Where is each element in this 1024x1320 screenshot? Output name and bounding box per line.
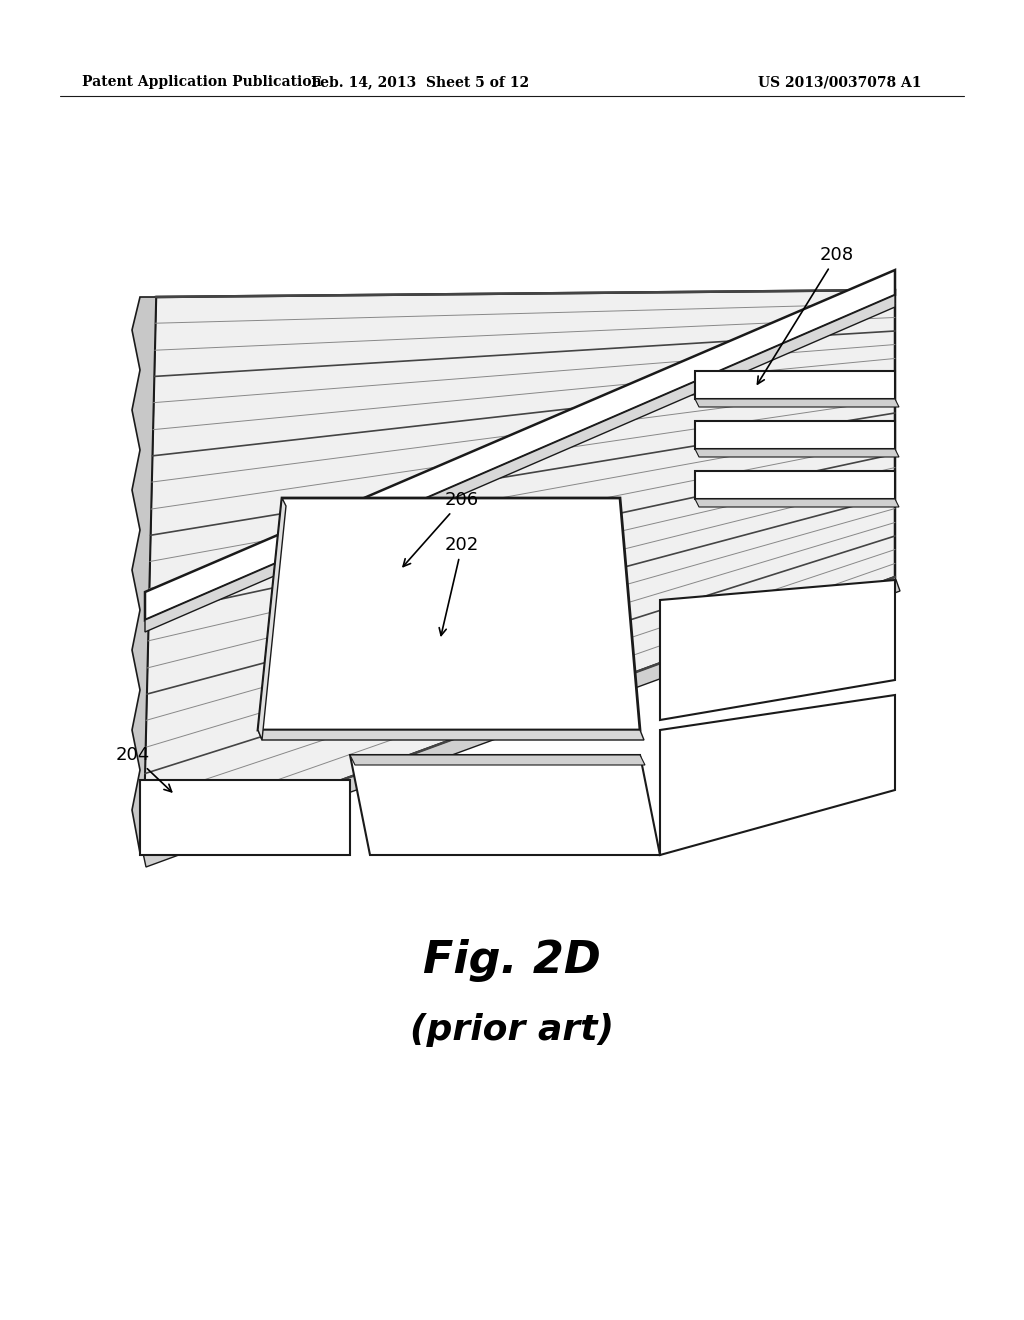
Polygon shape — [660, 579, 895, 719]
Polygon shape — [145, 294, 895, 632]
Text: Patent Application Publication: Patent Application Publication — [82, 75, 322, 88]
Polygon shape — [143, 577, 900, 867]
Polygon shape — [660, 696, 895, 855]
Text: (prior art): (prior art) — [410, 1012, 614, 1047]
Text: US 2013/0037078 A1: US 2013/0037078 A1 — [758, 75, 922, 88]
Polygon shape — [695, 371, 895, 399]
Polygon shape — [350, 755, 645, 766]
Polygon shape — [695, 399, 899, 407]
Polygon shape — [140, 780, 350, 855]
Polygon shape — [145, 271, 895, 620]
Polygon shape — [258, 730, 644, 741]
Polygon shape — [695, 471, 895, 499]
Text: Feb. 14, 2013  Sheet 5 of 12: Feb. 14, 2013 Sheet 5 of 12 — [311, 75, 529, 88]
Text: 204: 204 — [116, 746, 172, 792]
Polygon shape — [132, 297, 156, 853]
Text: 202: 202 — [439, 536, 479, 635]
Polygon shape — [695, 421, 895, 449]
Text: 206: 206 — [403, 491, 479, 566]
Polygon shape — [143, 290, 895, 853]
Text: 208: 208 — [758, 246, 854, 384]
Text: Fig. 2D: Fig. 2D — [423, 939, 601, 982]
Polygon shape — [695, 449, 899, 457]
Polygon shape — [258, 498, 640, 730]
Polygon shape — [350, 755, 660, 855]
Polygon shape — [258, 498, 286, 741]
Polygon shape — [695, 499, 899, 507]
